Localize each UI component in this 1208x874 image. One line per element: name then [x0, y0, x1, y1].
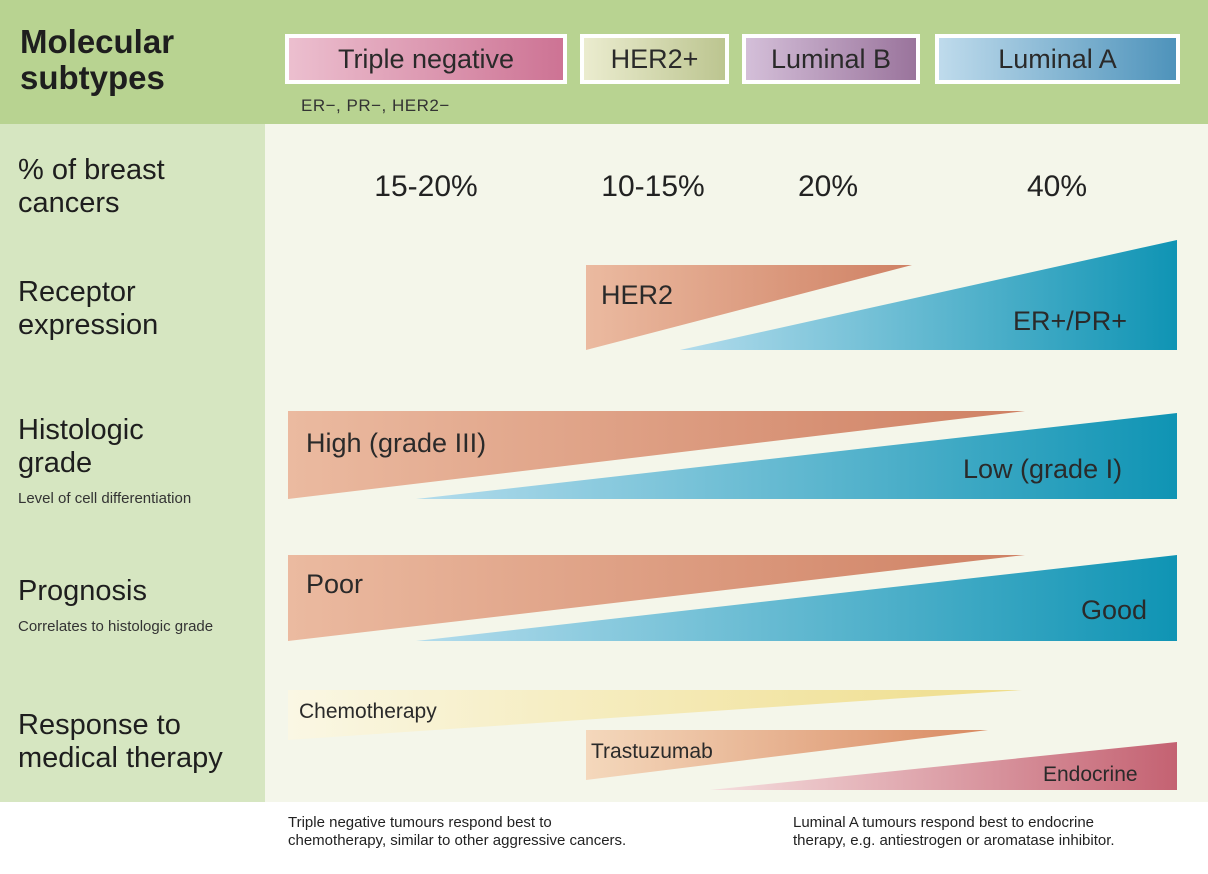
good-prognosis-wedge	[416, 555, 1177, 641]
poor-prognosis-label: Poor	[306, 569, 364, 599]
trastuzumab-label: Trastuzumab	[591, 740, 713, 763]
subtype-tag-triple-negative: Triple negative	[285, 34, 567, 84]
row-label-percent-line1: % of breast	[18, 154, 165, 186]
row-label-therapy: Response to medical therapy	[18, 709, 223, 775]
percent-luminal-a: 40%	[1026, 170, 1088, 203]
triple-negative-receptor-note: ER−, PR−, HER2−	[301, 96, 450, 115]
chemotherapy-wedge	[288, 690, 1022, 740]
trastuzumab-wedge	[586, 730, 988, 780]
subtype-tag-her2: HER2+	[580, 34, 729, 84]
row-sublabel-prognosis: Correlates to histologic grade	[18, 618, 214, 635]
title-line-1: Molecular	[20, 23, 175, 60]
subtype-tag-luminal-b: Luminal B	[742, 34, 920, 84]
percent-luminal-b: 20%	[797, 170, 859, 203]
high-grade-wedge	[288, 411, 1025, 499]
poor-prognosis-wedge	[288, 555, 1025, 641]
high-grade-label: High (grade III)	[306, 428, 487, 458]
row-label-panel	[0, 124, 265, 802]
row-label-percent: % of breast cancers	[18, 154, 165, 220]
footnote-left-line2: chemotherapy, similar to other aggressiv…	[288, 832, 627, 849]
footnote-right-line1: Luminal A tumours respond best to endocr…	[793, 814, 1095, 831]
her2-expression-wedge	[586, 265, 912, 350]
row-label-grade-line1: Histologic	[18, 414, 144, 446]
good-prognosis-label: Good	[1081, 595, 1148, 625]
title-line-2: subtypes	[20, 59, 165, 96]
row-sublabel-grade: Level of cell differentiation	[18, 490, 192, 507]
row-label-percent-line2: cancers	[18, 187, 120, 219]
row-label-therapy-line1: Response to	[18, 709, 181, 741]
row-label-therapy-line2: medical therapy	[18, 742, 223, 774]
percent-triple-negative: 15-20%	[374, 170, 478, 203]
footnote-left-line1: Triple negative tumours respond best to	[288, 814, 552, 831]
row-label-prognosis: Prognosis	[18, 575, 147, 607]
row-label-receptor: Receptor expression	[18, 276, 158, 342]
row-label-grade-line2: grade	[18, 447, 93, 479]
subtype-tag-luminal-a: Luminal A	[935, 34, 1180, 84]
row-label-receptor-line1: Receptor	[18, 276, 136, 308]
footnote-luminal-a: Luminal A tumours respond best to endocr…	[793, 814, 1208, 850]
endocrine-wedge	[710, 742, 1177, 790]
chemotherapy-label: Chemotherapy	[299, 700, 437, 723]
page-title: Molecular subtypes	[20, 24, 174, 96]
percent-her2: 10-15%	[601, 170, 705, 203]
footnote-right-line2: therapy, e.g. antiestrogen or aromatase …	[793, 832, 1115, 849]
er-pr-label: ER+/PR+	[1013, 306, 1128, 336]
er-pr-expression-wedge	[680, 240, 1177, 350]
footnote-triple-negative: Triple negative tumours respond best to …	[288, 814, 708, 850]
endocrine-label: Endocrine	[1043, 763, 1138, 786]
low-grade-label: Low (grade I)	[963, 454, 1123, 484]
her2-label: HER2	[601, 280, 674, 310]
row-label-grade: Histologic grade	[18, 414, 144, 480]
low-grade-wedge	[416, 413, 1177, 499]
row-label-receptor-line2: expression	[18, 309, 159, 341]
